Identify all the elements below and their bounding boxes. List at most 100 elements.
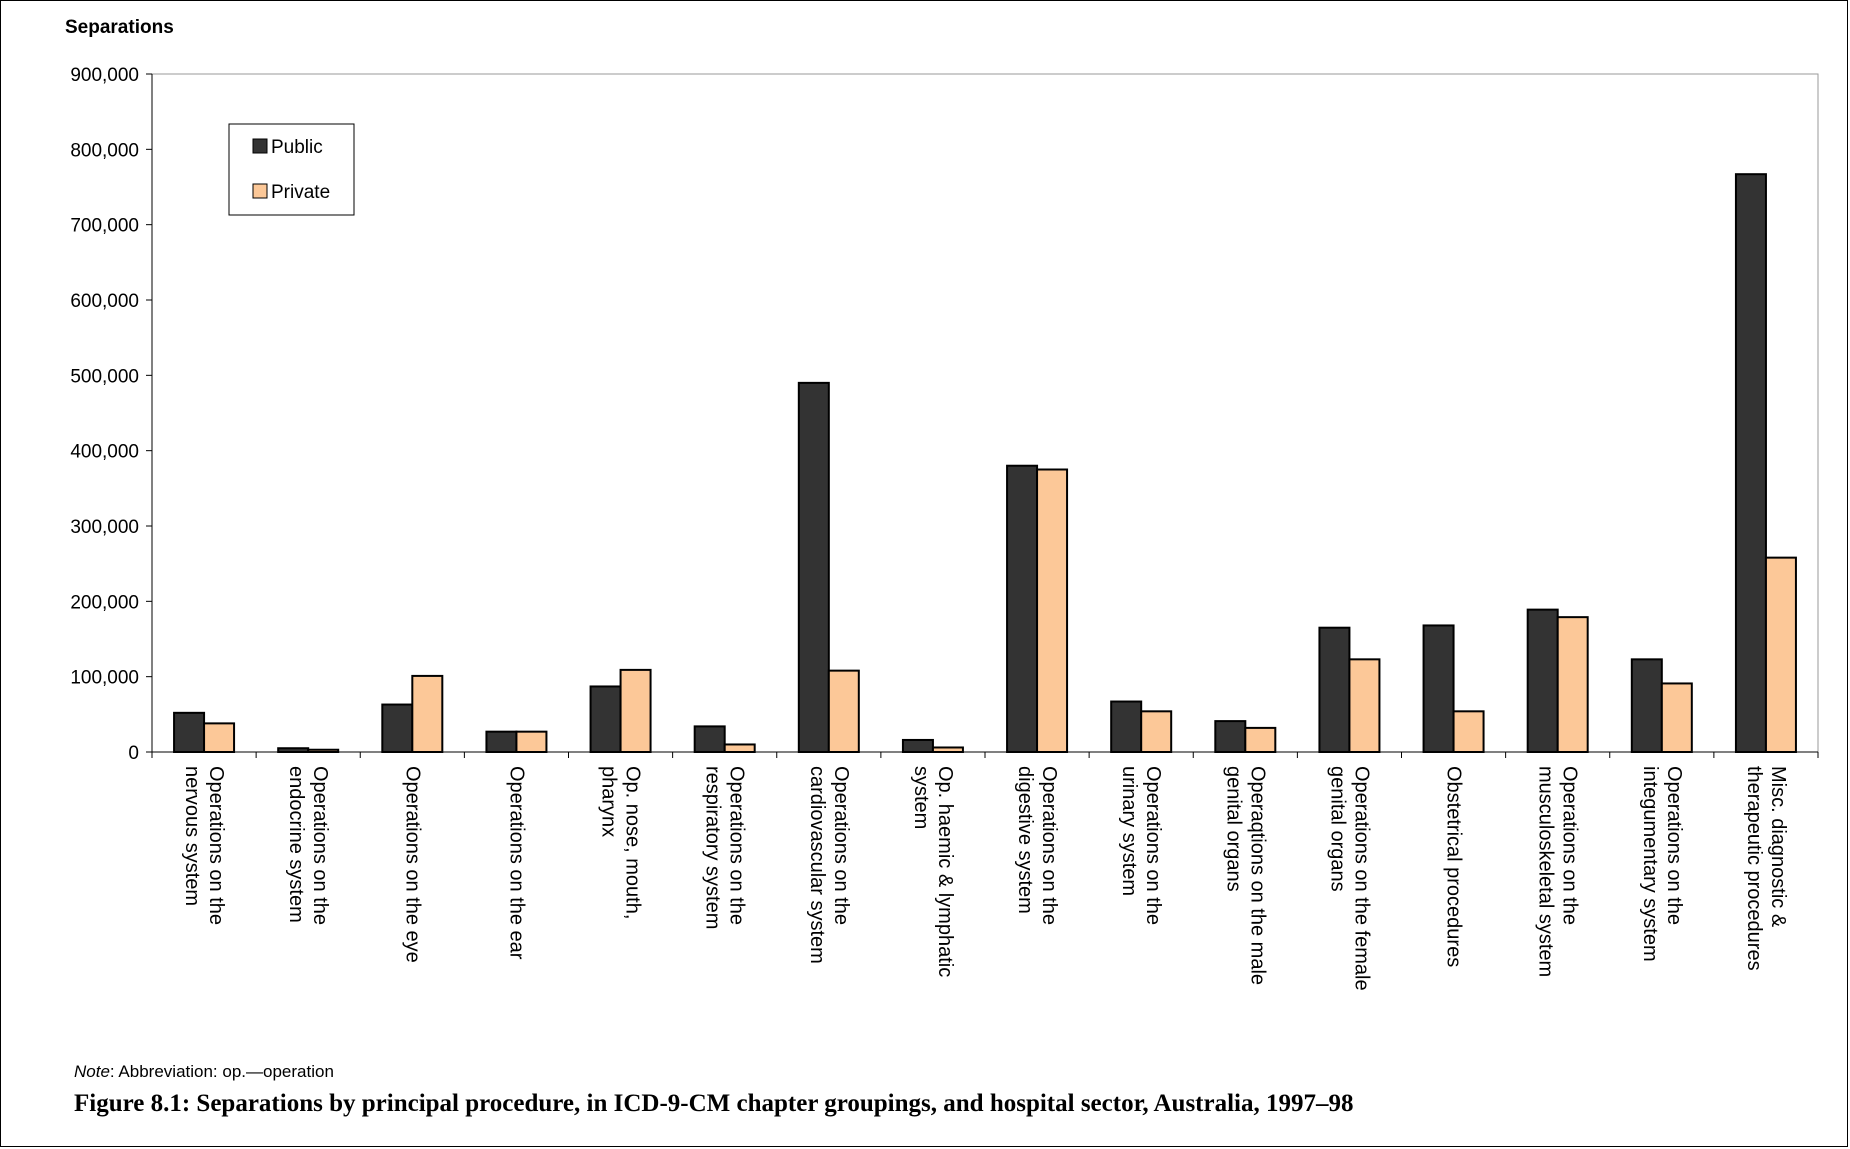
bar-public: [1734, 173, 1767, 753]
x-tick-label-line: pharynx: [598, 766, 620, 837]
y-axis: 0 100,000 200,000 300,000 400,000 500,000 600,…: [70, 65, 153, 764]
bar-private: [1660, 682, 1693, 753]
x-tick-label-line: digestive system: [1014, 766, 1036, 914]
bar-public: [485, 730, 518, 753]
x-tick-label: Operations on the ear: [505, 766, 527, 960]
bar-public: [1630, 658, 1663, 754]
bar-private: [1244, 726, 1277, 753]
x-tick-label-line: Op. haemic & lymphatic: [934, 766, 956, 977]
x-tick-label-line: Operations on the: [1142, 766, 1164, 925]
bar-public: [381, 703, 414, 753]
legend-label-public: Public: [271, 137, 323, 158]
x-tick-label-line: Operations on the ear: [505, 766, 527, 960]
x-tick-label-line: nervous system: [181, 766, 203, 906]
bar-private: [1348, 658, 1381, 754]
legend: Public Private: [228, 123, 355, 216]
x-tick-label-line: Operations on the: [309, 766, 331, 925]
bar-public: [693, 725, 726, 753]
bar-public: [1526, 608, 1559, 753]
bar-public: [1318, 626, 1351, 754]
chart-note: Note: Abbreviation: op.—operation: [74, 1062, 334, 1082]
y-tick-label: 0: [128, 743, 139, 764]
legend-swatch-private: [252, 183, 268, 199]
x-tick-label-line: musculoskeletal system: [1535, 766, 1557, 977]
x-tick-label-line: integumentary system: [1639, 766, 1661, 962]
x-tick-label: Operations on the eye: [401, 766, 423, 963]
x-tick-label-line: Operations on the: [1663, 766, 1685, 925]
bar-private: [1036, 468, 1069, 753]
bar-public: [797, 381, 830, 753]
x-tick-label-line: Operations on the female: [1350, 766, 1372, 991]
x-tick-label: Op. nose, mouth,pharynx: [598, 766, 644, 919]
x-tick-label-line: Operations on the: [726, 766, 748, 925]
bar-private: [827, 669, 860, 754]
bar-public: [1110, 700, 1143, 754]
y-tick-label: 800,000: [70, 140, 139, 161]
y-tick-label: 600,000: [70, 291, 139, 312]
bar-public: [901, 738, 934, 753]
x-tick-label-line: cardiovascular system: [806, 766, 828, 964]
bar-private: [307, 748, 340, 753]
x-tick-label-line: endocrine system: [285, 766, 307, 923]
y-tick-label: 900,000: [70, 65, 139, 86]
note-text: : Abbreviation: op.—operation: [109, 1062, 334, 1081]
x-tick-label-line: Operations on the: [1559, 766, 1581, 925]
y-tick-label: 100,000: [70, 668, 139, 689]
x-tick-label-line: genital organs: [1222, 766, 1244, 892]
bar-private: [515, 730, 548, 753]
bar-chart: Separations 0 100,000 200,000 300,000 400,00…: [65, 17, 1819, 991]
legend-swatch-public: [252, 138, 268, 154]
y-tick-label: 700,000: [70, 216, 139, 237]
bar-public: [1422, 624, 1455, 753]
bar-public: [1214, 720, 1247, 754]
x-tick-label-line: respiratory system: [702, 766, 724, 929]
legend-label-private: Private: [271, 182, 330, 203]
bar-public: [1006, 464, 1039, 753]
y-tick-label: 500,000: [70, 366, 139, 387]
x-tick-label-line: Operations on the eye: [401, 766, 423, 963]
x-tick-label: Obstetrical procedures: [1443, 766, 1465, 967]
x-tick-label-line: system: [910, 766, 932, 829]
bar-private: [1764, 556, 1797, 754]
bar-private: [723, 743, 756, 754]
legend-box: [228, 123, 355, 216]
bar-private: [1556, 616, 1589, 753]
bar-private: [931, 746, 964, 753]
bar-public: [277, 747, 310, 754]
x-tick-label-line: Operations on the: [1038, 766, 1060, 925]
bar-private: [203, 722, 236, 754]
y-tick-label: 400,000: [70, 442, 139, 463]
bar-private: [1140, 710, 1173, 754]
x-tick-label-line: Obstetrical procedures: [1443, 766, 1465, 967]
bar-private: [1452, 710, 1485, 754]
y-tick-label: 300,000: [70, 517, 139, 538]
x-tick-label-line: therapeutic procedures: [1743, 766, 1765, 971]
bars-group: [151, 173, 1819, 758]
bar-private: [619, 668, 652, 753]
figure-caption: Figure 8.1: Separations by principal pro…: [74, 1090, 1354, 1117]
x-tick-label-line: Operaqtions on the male: [1246, 766, 1268, 985]
bar-private: [411, 674, 444, 753]
bar-public: [589, 685, 622, 754]
note-label: Note: [74, 1062, 110, 1081]
x-tick-label-line: Op. nose, mouth,: [622, 766, 644, 919]
x-tick-label-line: Misc. diagnostic &: [1767, 766, 1789, 928]
y-tick-label: 200,000: [70, 592, 139, 613]
x-tick-label-line: genital organs: [1326, 766, 1348, 892]
y-axis-title: Separations: [65, 17, 174, 38]
bar-public: [173, 711, 206, 753]
x-tick-label: Misc. diagnostic &therapeutic procedures: [1743, 766, 1789, 971]
x-tick-label-line: Operations on the: [205, 766, 227, 925]
